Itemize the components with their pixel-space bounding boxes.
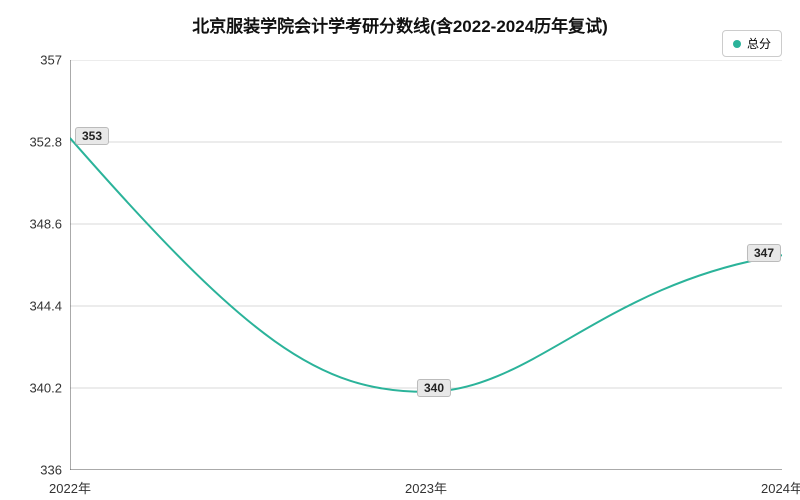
chart-container: 北京服装学院会计学考研分数线(含2022-2024历年复试) 总分 336340…	[0, 0, 800, 500]
y-tick-label: 352.8	[29, 135, 70, 150]
plot-area: 336340.2344.4348.6352.83572022年2023年2024…	[70, 60, 782, 470]
y-tick-label: 357	[40, 53, 70, 68]
y-tick-label: 340.2	[29, 381, 70, 396]
chart-title: 北京服装学院会计学考研分数线(含2022-2024历年复试)	[0, 12, 800, 37]
legend: 总分	[722, 30, 782, 57]
y-tick-label: 344.4	[29, 299, 70, 314]
x-tick-label: 2023年	[405, 470, 447, 497]
data-label: 340	[417, 379, 451, 397]
x-tick-label: 2022年	[49, 470, 91, 497]
y-tick-label: 348.6	[29, 217, 70, 232]
legend-label: 总分	[747, 35, 771, 52]
chart-svg	[70, 60, 782, 470]
x-tick-label: 2024年	[761, 470, 800, 497]
data-label: 347	[747, 244, 781, 262]
data-label: 353	[75, 127, 109, 145]
legend-marker-icon	[733, 40, 741, 48]
series-line	[70, 138, 782, 392]
